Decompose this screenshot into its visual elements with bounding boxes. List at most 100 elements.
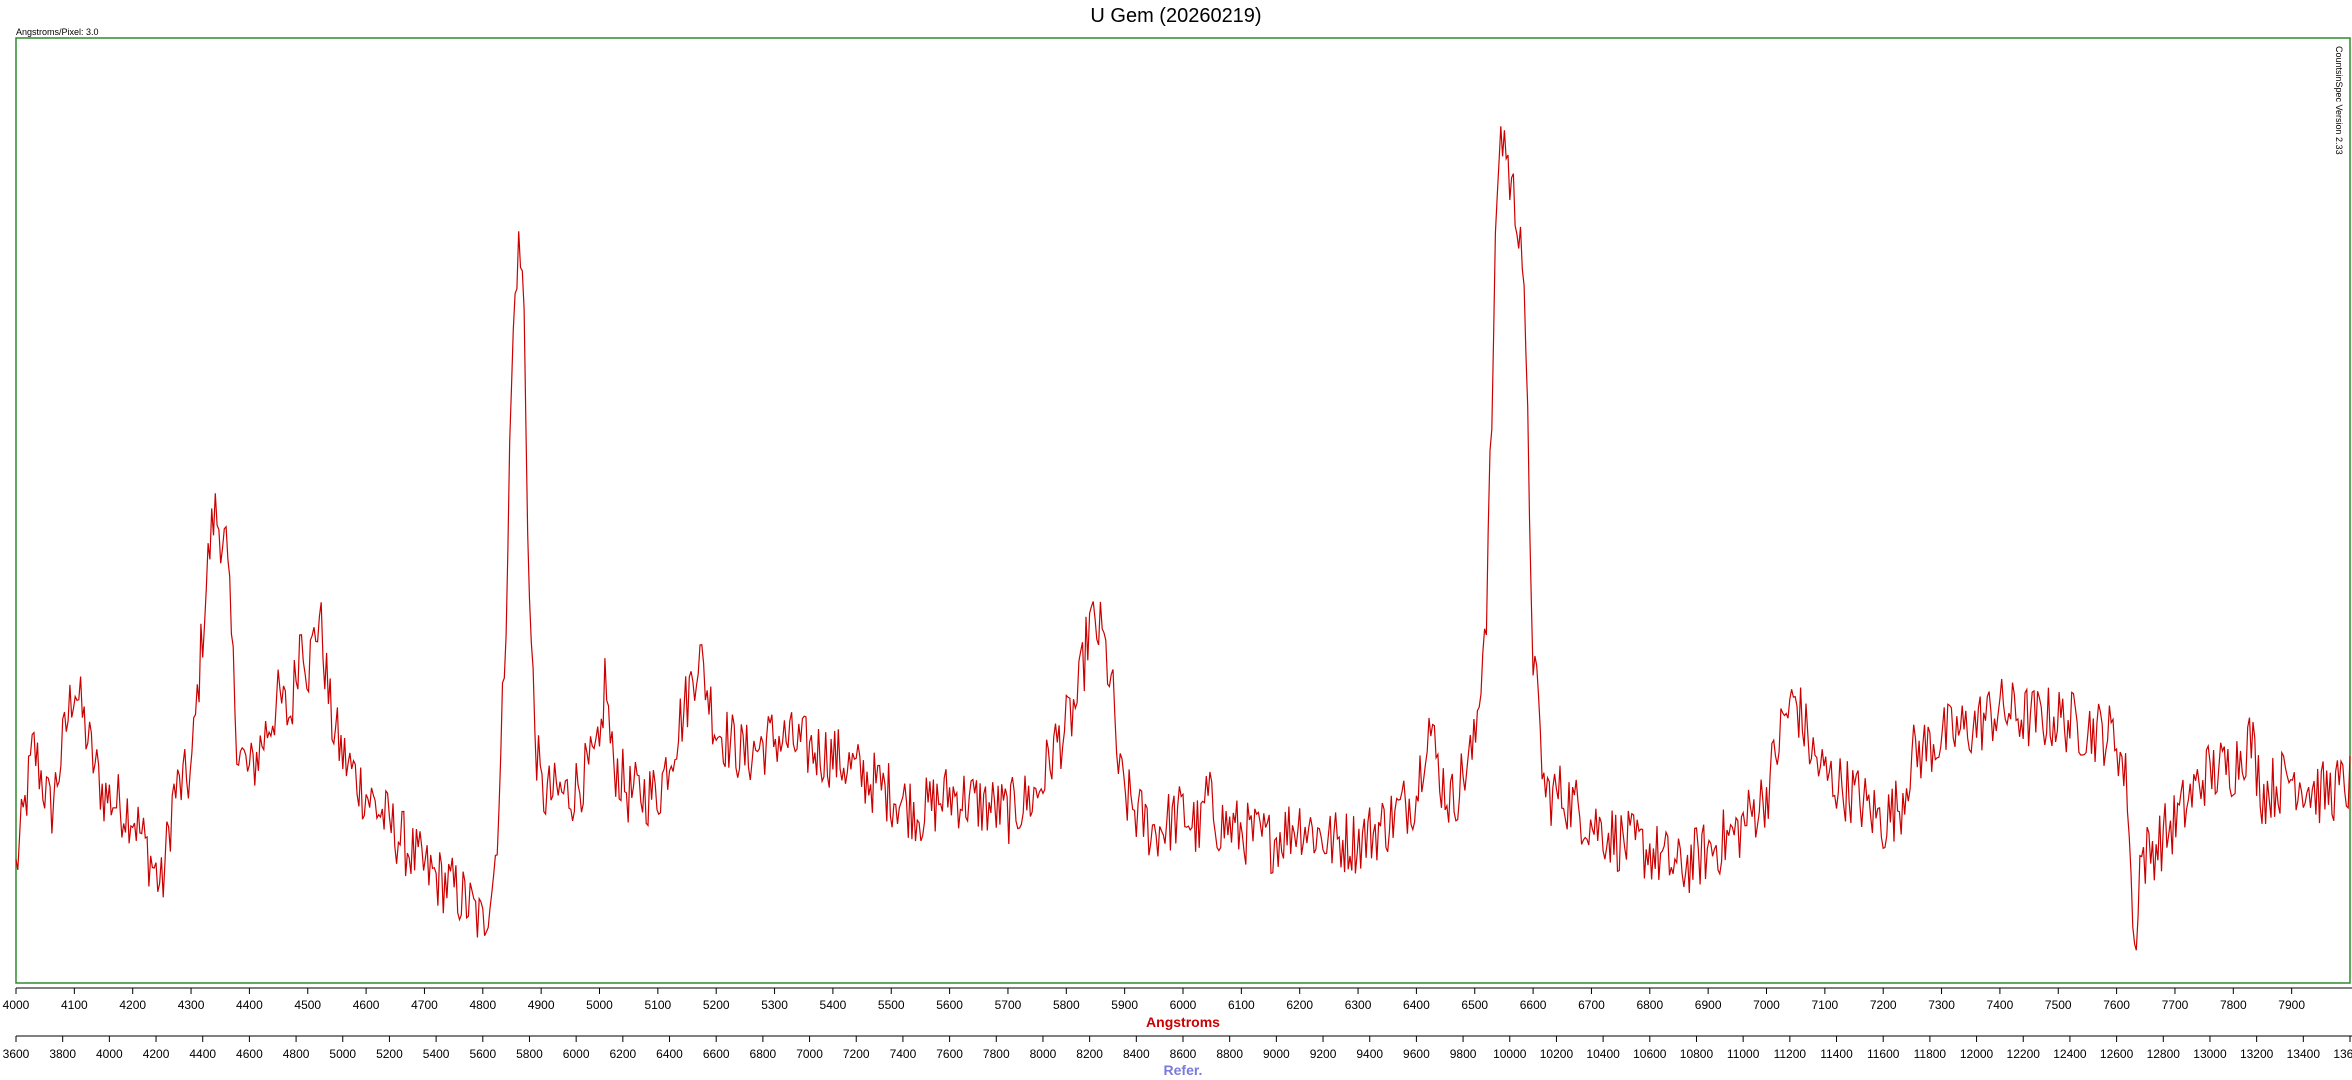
- x-axis-label: Angstroms: [1146, 1014, 1220, 1030]
- x-tick-label: 5700: [995, 998, 1022, 1012]
- x-tick-label: 5600: [936, 998, 963, 1012]
- reference-tick-label: 8600: [1170, 1047, 1197, 1061]
- x-tick-label: 6900: [1695, 998, 1722, 1012]
- reference-tick-label: 10400: [1586, 1047, 1620, 1061]
- reference-tick-label: 12800: [2147, 1047, 2181, 1061]
- reference-tick-label: 12400: [2053, 1047, 2087, 1061]
- reference-tick-label: 13400: [2287, 1047, 2321, 1061]
- reference-axis-ticks: 3600 3800 4000 4200 4400 4600 4800 5000 5200 5400…: [3, 1036, 2352, 1061]
- reference-tick-label: 7800: [983, 1047, 1010, 1061]
- reference-tick-label: 13200: [2240, 1047, 2274, 1061]
- x-tick-label: 5300: [761, 998, 788, 1012]
- reference-tick-label: 4000: [96, 1047, 123, 1061]
- x-tick-label: 7800: [2220, 998, 2247, 1012]
- reference-tick-label: 8800: [1216, 1047, 1243, 1061]
- reference-tick-label: 13600: [2333, 1047, 2352, 1061]
- x-tick-label: 4500: [294, 998, 321, 1012]
- reference-tick-label: 6400: [656, 1047, 683, 1061]
- reference-tick-label: 12200: [2007, 1047, 2041, 1061]
- reference-tick-label: 12600: [2100, 1047, 2134, 1061]
- x-tick-label: 4900: [528, 998, 555, 1012]
- reference-tick-label: 4400: [189, 1047, 216, 1061]
- reference-tick-label: 12000: [1960, 1047, 1994, 1061]
- x-tick-label: 5000: [586, 998, 613, 1012]
- x-tick-label: 7000: [1753, 998, 1780, 1012]
- reference-tick-label: 10000: [1493, 1047, 1527, 1061]
- reference-tick-label: 6800: [750, 1047, 777, 1061]
- reference-tick-label: 5600: [469, 1047, 496, 1061]
- x-tick-label: 5800: [1053, 998, 1080, 1012]
- x-tick-label: 4800: [469, 998, 496, 1012]
- reference-tick-label: 6600: [703, 1047, 730, 1061]
- reference-tick-label: 5200: [376, 1047, 403, 1061]
- x-tick-label: 4000: [3, 998, 30, 1012]
- reference-tick-label: 11400: [1820, 1047, 1853, 1061]
- reference-tick-label: 8400: [1123, 1047, 1150, 1061]
- reference-tick-label: 9000: [1263, 1047, 1290, 1061]
- x-tick-label: 5900: [1111, 998, 1138, 1012]
- software-version-note: CountsinSpec Version 2.33: [2334, 46, 2344, 155]
- chart-title: U Gem (20260219): [1090, 5, 1261, 27]
- reference-tick-label: 9600: [1403, 1047, 1430, 1061]
- reference-tick-label: 4800: [283, 1047, 310, 1061]
- x-tick-label: 5400: [820, 998, 847, 1012]
- reference-tick-label: 9400: [1356, 1047, 1383, 1061]
- x-tick-label: 5100: [644, 998, 671, 1012]
- reference-tick-label: 4200: [143, 1047, 170, 1061]
- reference-tick-label: 13000: [2193, 1047, 2227, 1061]
- x-tick-label: 7200: [1870, 998, 1897, 1012]
- x-tick-label: 7100: [1811, 998, 1838, 1012]
- x-tick-label: 7500: [2045, 998, 2072, 1012]
- reference-tick-label: 7600: [936, 1047, 963, 1061]
- reference-tick-label: 7200: [843, 1047, 870, 1061]
- x-tick-label: 4600: [353, 998, 380, 1012]
- x-tick-label: 7400: [1987, 998, 2014, 1012]
- reference-tick-label: 11600: [1867, 1047, 1900, 1061]
- x-tick-label: 4700: [411, 998, 438, 1012]
- reference-tick-label: 7400: [890, 1047, 917, 1061]
- x-tick-label: 6800: [1636, 998, 1663, 1012]
- reference-tick-label: 11800: [1914, 1047, 1947, 1061]
- reference-tick-label: 9800: [1450, 1047, 1477, 1061]
- reference-tick-label: 8000: [1030, 1047, 1057, 1061]
- reference-tick-label: 5400: [423, 1047, 450, 1061]
- reference-tick-label: 7000: [796, 1047, 823, 1061]
- reference-tick-label: 5000: [329, 1047, 356, 1061]
- x-tick-label: 7700: [2162, 998, 2189, 1012]
- x-tick-label: 6500: [1461, 998, 1488, 1012]
- x-tick-label: 4400: [236, 998, 263, 1012]
- x-tick-label: 7600: [2103, 998, 2130, 1012]
- x-axis-ticks: 4000 4100 4200 4300 4400 4500 4600 4700 4800 4900…: [3, 988, 2305, 1012]
- x-tick-label: 6200: [1286, 998, 1313, 1012]
- reference-tick-label: 8200: [1076, 1047, 1103, 1061]
- reference-tick-label: 11200: [1774, 1047, 1807, 1061]
- x-tick-label: 6000: [1170, 998, 1197, 1012]
- x-tick-label: 7900: [2278, 998, 2305, 1012]
- x-tick-label: 6300: [1345, 998, 1372, 1012]
- x-tick-label: 5200: [703, 998, 730, 1012]
- angstroms-per-pixel-note: Angstroms/Pixel: 3.0: [16, 27, 99, 37]
- reference-tick-label: 10800: [1680, 1047, 1714, 1061]
- reference-tick-label: 4600: [236, 1047, 263, 1061]
- reference-tick-label: 11000: [1727, 1047, 1760, 1061]
- x-tick-label: 6700: [1578, 998, 1605, 1012]
- reference-tick-label: 3800: [49, 1047, 76, 1061]
- x-tick-label: 6100: [1228, 998, 1255, 1012]
- spectrum-line: [15, 126, 2351, 951]
- x-tick-label: 4300: [178, 998, 205, 1012]
- reference-tick-label: 5800: [516, 1047, 543, 1061]
- reference-tick-label: 6000: [563, 1047, 590, 1061]
- x-tick-label: 6600: [1520, 998, 1547, 1012]
- reference-tick-label: 10600: [1633, 1047, 1667, 1061]
- reference-tick-label: 3600: [3, 1047, 30, 1061]
- x-tick-label: 4200: [119, 998, 146, 1012]
- x-tick-label: 5500: [878, 998, 905, 1012]
- reference-tick-label: 10200: [1540, 1047, 1574, 1061]
- reference-tick-label: 6200: [609, 1047, 636, 1061]
- x-tick-label: 6400: [1403, 998, 1430, 1012]
- plot-frame: [15, 37, 2351, 984]
- x-tick-label: 4100: [61, 998, 88, 1012]
- x-tick-label: 7300: [1928, 998, 1955, 1012]
